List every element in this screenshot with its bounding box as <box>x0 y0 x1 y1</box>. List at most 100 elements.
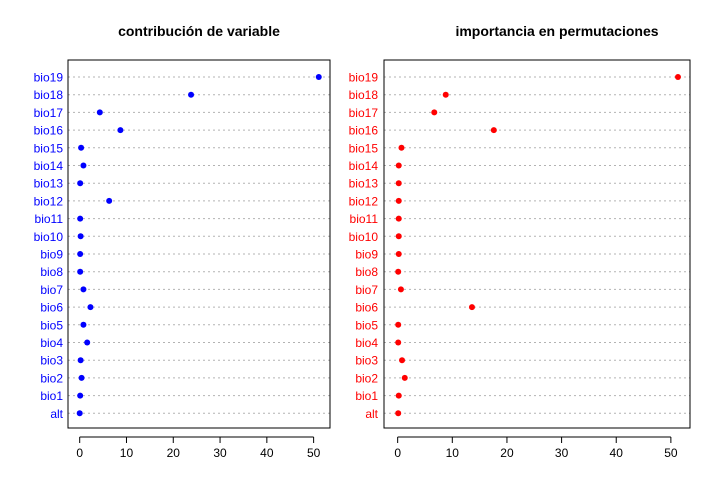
contribution-dot-bio8 <box>77 268 84 275</box>
permutation-x-tick-label-10: 10 <box>446 446 460 460</box>
contribution-label-bio2: bio2 <box>40 371 63 385</box>
contribution-label-bio10: bio10 <box>34 230 64 244</box>
contribution-label-bio16: bio16 <box>34 124 64 138</box>
contribution-label-bio15: bio15 <box>34 141 64 155</box>
permutation-dot-bio1 <box>395 392 402 399</box>
contribution-label-bio8: bio8 <box>40 265 63 279</box>
permutation-importance-title: importancia en permutaciones <box>455 23 658 39</box>
permutation-plot-frame <box>383 59 691 429</box>
contribution-label-bio17: bio17 <box>34 106 64 120</box>
permutation-dot-alt <box>395 410 402 417</box>
contribution-dot-bio4 <box>84 339 91 346</box>
permutation-dot-bio6 <box>468 304 475 311</box>
permutation-label-bio3: bio3 <box>355 354 378 368</box>
contribution-x-tick-label-10: 10 <box>120 446 134 460</box>
permutation-dot-bio17 <box>431 109 438 116</box>
contribution-dot-bio5 <box>80 321 87 328</box>
permutation-dot-bio15 <box>398 144 405 151</box>
contribution-label-bio19: bio19 <box>34 71 64 85</box>
permutation-label-bio5: bio5 <box>355 318 378 332</box>
permutation-label-bio12: bio12 <box>349 194 379 208</box>
contribution-dot-bio12 <box>106 197 113 204</box>
permutation-label-bio14: bio14 <box>349 159 379 173</box>
contribution-panel: contribución de variable bio19 bio18 bio17… <box>34 23 331 460</box>
contribution-dot-bio13 <box>77 180 84 187</box>
contribution-dot-bio11 <box>77 215 84 222</box>
permutation-dot-bio7 <box>397 286 404 293</box>
contribution-label-bio3: bio3 <box>40 354 63 368</box>
permutation-label-bio2: bio2 <box>355 371 378 385</box>
contribution-label-bio4: bio4 <box>40 336 63 350</box>
permutation-dot-bio13 <box>395 180 402 187</box>
contribution-label-bio18: bio18 <box>34 88 64 102</box>
contribution-x-tick-label-20: 20 <box>167 446 181 460</box>
contribution-label-bio13: bio13 <box>34 177 64 191</box>
permutation-label-bio10: bio10 <box>349 230 379 244</box>
contribution-dot-bio16 <box>117 127 124 134</box>
permutation-x-tick-label-30: 30 <box>555 446 569 460</box>
contribution-label-bio11: bio11 <box>35 212 64 226</box>
permutation-dot-bio14 <box>395 162 402 169</box>
permutation-label-alt: alt <box>365 407 378 421</box>
permutation-x-tick-label-0: 0 <box>394 446 401 460</box>
contribution-label-bio7: bio7 <box>40 283 63 297</box>
contribution-x-tick-label-0: 0 <box>76 446 83 460</box>
contribution-dot-bio17 <box>96 109 103 116</box>
contribution-dot-bio10 <box>77 233 84 240</box>
permutation-dot-bio5 <box>395 321 402 328</box>
contribution-x-tick-label-50: 50 <box>307 446 321 460</box>
contribution-label-bio1: bio1 <box>40 389 63 403</box>
contribution-label-bio6: bio6 <box>40 301 63 315</box>
permutation-dot-bio4 <box>395 339 402 346</box>
contribution-dot-bio1 <box>77 392 84 399</box>
contribution-label-bio5: bio5 <box>40 318 63 332</box>
permutation-dot-bio16 <box>490 127 497 134</box>
permutation-label-bio9: bio9 <box>355 248 378 262</box>
permutation-importance-panel: importancia en permutaciones bio19 bio18 b… <box>349 23 691 460</box>
permutation-label-bio1: bio1 <box>355 389 378 403</box>
permutation-dot-bio2 <box>401 374 408 381</box>
contribution-label-bio9: bio9 <box>40 248 63 262</box>
permutation-x-tick-label-40: 40 <box>610 446 624 460</box>
permutation-dot-bio11 <box>395 215 402 222</box>
permutation-x-tick-label-20: 20 <box>500 446 514 460</box>
permutation-dot-bio18 <box>442 91 449 98</box>
permutation-label-bio11: bio11 <box>350 212 379 226</box>
permutation-label-bio18: bio18 <box>349 88 379 102</box>
permutation-label-bio17: bio17 <box>349 106 379 120</box>
permutation-dot-bio12 <box>395 197 402 204</box>
contribution-label-bio14: bio14 <box>34 159 64 173</box>
contribution-dot-bio19 <box>315 74 322 80</box>
contribution-dot-bio14 <box>80 162 87 169</box>
permutation-label-bio7: bio7 <box>355 283 378 297</box>
permutation-label-bio8: bio8 <box>355 265 378 279</box>
permutation-x-tick-label-50: 50 <box>664 446 678 460</box>
permutation-label-bio4: bio4 <box>355 336 378 350</box>
contribution-dot-bio15 <box>78 144 85 151</box>
contribution-title: contribución de variable <box>118 23 280 39</box>
permutation-label-bio6: bio6 <box>355 301 378 315</box>
contribution-dot-bio3 <box>77 357 84 364</box>
permutation-dot-bio3 <box>399 357 406 364</box>
contribution-dot-alt <box>76 410 83 417</box>
contribution-dot-bio7 <box>80 286 87 293</box>
contribution-label-bio12: bio12 <box>34 194 64 208</box>
contribution-x-tick-label-40: 40 <box>260 446 274 460</box>
permutation-label-bio13: bio13 <box>349 177 379 191</box>
permutation-dot-bio10 <box>395 233 402 240</box>
permutation-label-bio15: bio15 <box>349 141 379 155</box>
contribution-plot-frame <box>67 59 331 429</box>
permutation-dot-bio19 <box>674 74 681 80</box>
permutation-label-bio19: bio19 <box>349 71 379 85</box>
contribution-dot-bio2 <box>78 374 85 381</box>
permutation-dot-bio8 <box>395 268 402 275</box>
contribution-label-alt: alt <box>50 407 63 421</box>
permutation-label-bio16: bio16 <box>349 124 379 138</box>
contribution-x-tick-label-30: 30 <box>213 446 227 460</box>
contribution-dot-bio9 <box>77 251 84 257</box>
contribution-dot-bio6 <box>87 304 94 311</box>
contribution-dot-bio18 <box>188 91 195 98</box>
permutation-dot-bio9 <box>395 251 402 257</box>
